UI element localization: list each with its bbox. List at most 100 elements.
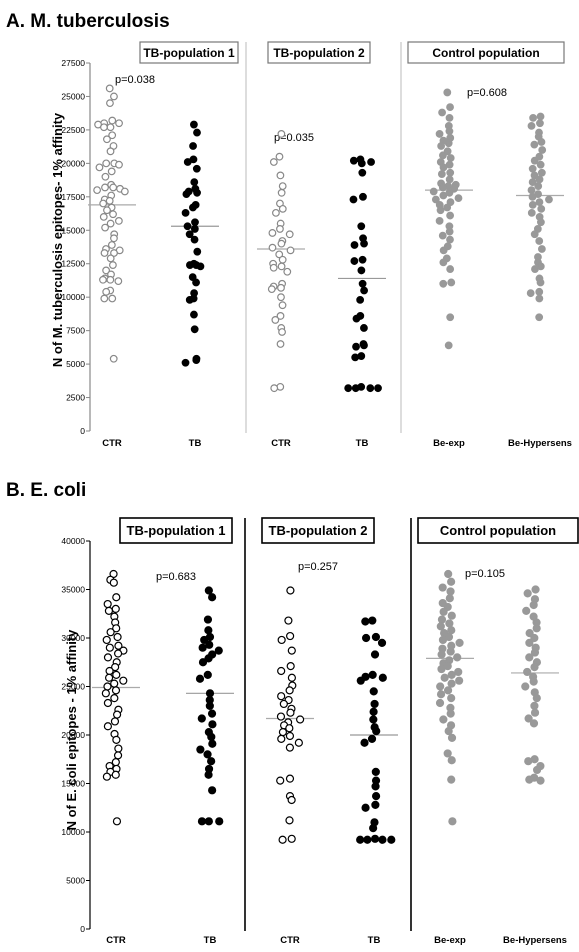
data-point: [523, 589, 532, 598]
data-point: [278, 301, 287, 310]
data-point: [455, 676, 464, 685]
data-point: [361, 633, 371, 643]
data-point: [529, 677, 538, 686]
data-point: [453, 653, 462, 662]
data-point: [102, 266, 111, 275]
category-label: Be-Hypersens: [508, 438, 572, 449]
panel-b-y-tick-label: 15000: [61, 779, 85, 789]
data-point: [358, 279, 367, 288]
data-point: [356, 676, 365, 685]
data-point: [446, 587, 455, 596]
data-point: [378, 835, 387, 844]
data-point: [437, 170, 446, 178]
data-point: [208, 786, 217, 795]
data-point: [103, 206, 111, 215]
data-point: [287, 646, 296, 655]
data-point: [537, 204, 546, 213]
panel-b-y-tick-label: 40000: [61, 536, 85, 546]
category-label: TB: [368, 935, 381, 946]
data-point: [277, 239, 286, 248]
data-point: [436, 682, 445, 691]
data-point: [190, 120, 198, 129]
data-point: [101, 223, 109, 232]
data-point: [446, 168, 455, 177]
panel-b-y-tick-label: 0: [80, 924, 85, 934]
data-point: [529, 600, 538, 610]
data-point: [361, 617, 370, 626]
data-point: [193, 128, 201, 137]
group-header-box: [407, 41, 565, 64]
data-point: [361, 803, 370, 812]
data-point: [193, 247, 202, 256]
data-point: [205, 701, 214, 711]
data-point: [532, 624, 541, 633]
data-point: [368, 670, 377, 679]
data-point: [360, 738, 369, 747]
data-point: [106, 147, 115, 156]
data-point: [188, 273, 197, 282]
data-point: [439, 163, 448, 172]
data-point: [285, 731, 295, 741]
data-point: [270, 384, 279, 393]
data-point: [114, 217, 123, 225]
data-point: [197, 714, 206, 723]
data-point: [101, 183, 109, 192]
category-label: TB: [204, 935, 217, 946]
data-point: [525, 638, 534, 647]
data-point: [349, 195, 358, 204]
data-point: [446, 154, 455, 162]
data-point: [196, 745, 205, 754]
data-point: [439, 279, 448, 288]
data-point: [439, 246, 448, 255]
panel-a-y-tick-label: 17500: [61, 192, 85, 202]
data-point: [445, 227, 454, 236]
data-point: [205, 689, 215, 698]
data-point: [100, 123, 108, 132]
category-label: CTR: [106, 935, 126, 946]
data-point: [277, 734, 286, 743]
data-point: [104, 606, 114, 615]
data-point: [106, 219, 115, 228]
data-point: [204, 817, 213, 826]
data-point: [296, 715, 305, 724]
group-header-label: TB-population 1: [143, 46, 235, 60]
data-point: [527, 121, 536, 130]
data-point: [446, 647, 455, 656]
category-label: Be-exp: [434, 935, 466, 946]
data-point: [429, 187, 438, 196]
data-point: [352, 314, 361, 323]
data-point: [447, 694, 456, 703]
data-point: [349, 156, 358, 165]
data-point: [100, 249, 109, 257]
data-point: [437, 142, 446, 150]
panel-a-ylabel: N of M. tuberculosis epitopes- 1% affini…: [50, 112, 65, 367]
data-point: [537, 245, 546, 253]
data-point: [525, 775, 534, 784]
data-point: [447, 611, 456, 620]
data-point: [369, 824, 378, 833]
data-point: [529, 719, 539, 728]
data-point: [447, 626, 456, 635]
data-point: [198, 658, 208, 667]
data-point: [367, 158, 375, 166]
data-point: [439, 258, 448, 267]
data-point: [190, 225, 199, 233]
data-point: [530, 156, 539, 165]
data-point: [277, 188, 286, 197]
p-value-label: p=0.105: [465, 568, 505, 580]
p-value-label: p=0.257: [298, 561, 338, 573]
data-point: [103, 682, 112, 691]
data-point: [536, 160, 545, 169]
data-point: [356, 295, 365, 304]
data-point: [112, 735, 121, 744]
data-point: [351, 384, 360, 393]
data-point: [528, 178, 537, 186]
category-label: CTR: [102, 438, 122, 449]
data-point: [197, 817, 207, 826]
panel-b-y-tick-label: 10000: [61, 827, 85, 837]
data-point: [371, 792, 381, 801]
data-point: [536, 119, 544, 128]
data-point: [102, 635, 111, 645]
data-point: [371, 800, 380, 809]
data-point: [438, 583, 447, 592]
